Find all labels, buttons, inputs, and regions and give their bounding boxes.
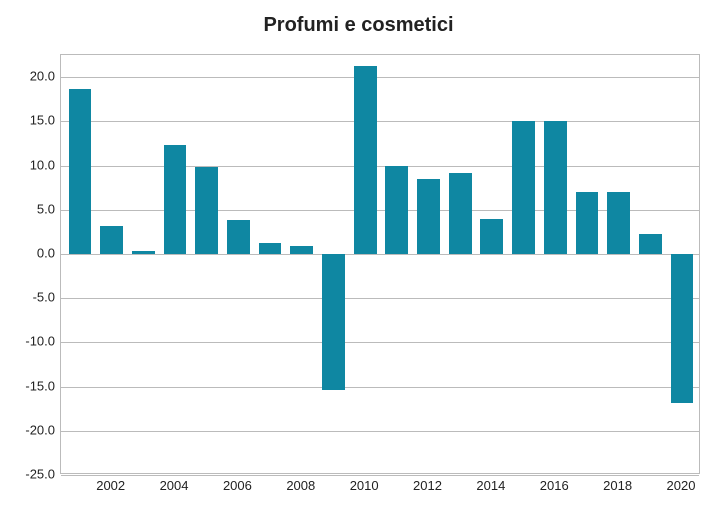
bar <box>227 220 250 254</box>
gridline-y <box>61 121 699 122</box>
bar <box>480 219 503 254</box>
gridline-y <box>61 210 699 211</box>
gridline-y <box>61 166 699 167</box>
bar <box>607 192 630 254</box>
x-axis-label: 2014 <box>461 478 521 493</box>
bar <box>417 179 440 254</box>
y-axis-label: 10.0 <box>5 157 55 172</box>
bar <box>544 121 567 254</box>
y-axis-label: -20.0 <box>5 422 55 437</box>
x-axis-label: 2008 <box>271 478 331 493</box>
x-axis-label: 2004 <box>144 478 204 493</box>
chart-title: Profumi e cosmetici <box>0 14 717 37</box>
x-axis-label: 2020 <box>651 478 711 493</box>
y-axis-label: -25.0 <box>5 467 55 482</box>
bar <box>354 66 377 254</box>
bar <box>449 173 472 253</box>
y-axis-label: 0.0 <box>5 245 55 260</box>
x-axis-label: 2002 <box>81 478 141 493</box>
bar <box>164 145 187 254</box>
bar <box>195 167 218 254</box>
gridline-y <box>61 254 699 255</box>
x-axis-label: 2010 <box>334 478 394 493</box>
x-axis-label: 2012 <box>398 478 458 493</box>
x-axis-label: 2018 <box>588 478 648 493</box>
bar <box>322 254 345 390</box>
x-axis-label: 2016 <box>524 478 584 493</box>
bar <box>385 166 408 254</box>
y-axis-label: 15.0 <box>5 113 55 128</box>
y-axis-label: -15.0 <box>5 378 55 393</box>
gridline-y <box>61 342 699 343</box>
y-axis-label: 20.0 <box>5 69 55 84</box>
y-axis-label: -5.0 <box>5 290 55 305</box>
plot-area <box>60 54 700 474</box>
bar <box>259 243 282 254</box>
chart-container: Profumi e cosmetici -25.0 -20.0 -15.0 -10.0… <box>0 0 717 511</box>
x-axis-label: 2006 <box>207 478 267 493</box>
bar <box>69 89 92 254</box>
bar <box>639 234 662 254</box>
y-axis-label: 5.0 <box>5 201 55 216</box>
gridline-y <box>61 431 699 432</box>
bar <box>290 246 313 254</box>
bar <box>512 121 535 254</box>
gridline-y <box>61 387 699 388</box>
bar <box>100 226 123 254</box>
bar <box>671 254 694 403</box>
y-axis-label: -10.0 <box>5 334 55 349</box>
gridline-y <box>61 77 699 78</box>
gridline-y <box>61 475 699 476</box>
gridline-y <box>61 298 699 299</box>
bar <box>132 251 155 254</box>
bar <box>576 192 599 254</box>
